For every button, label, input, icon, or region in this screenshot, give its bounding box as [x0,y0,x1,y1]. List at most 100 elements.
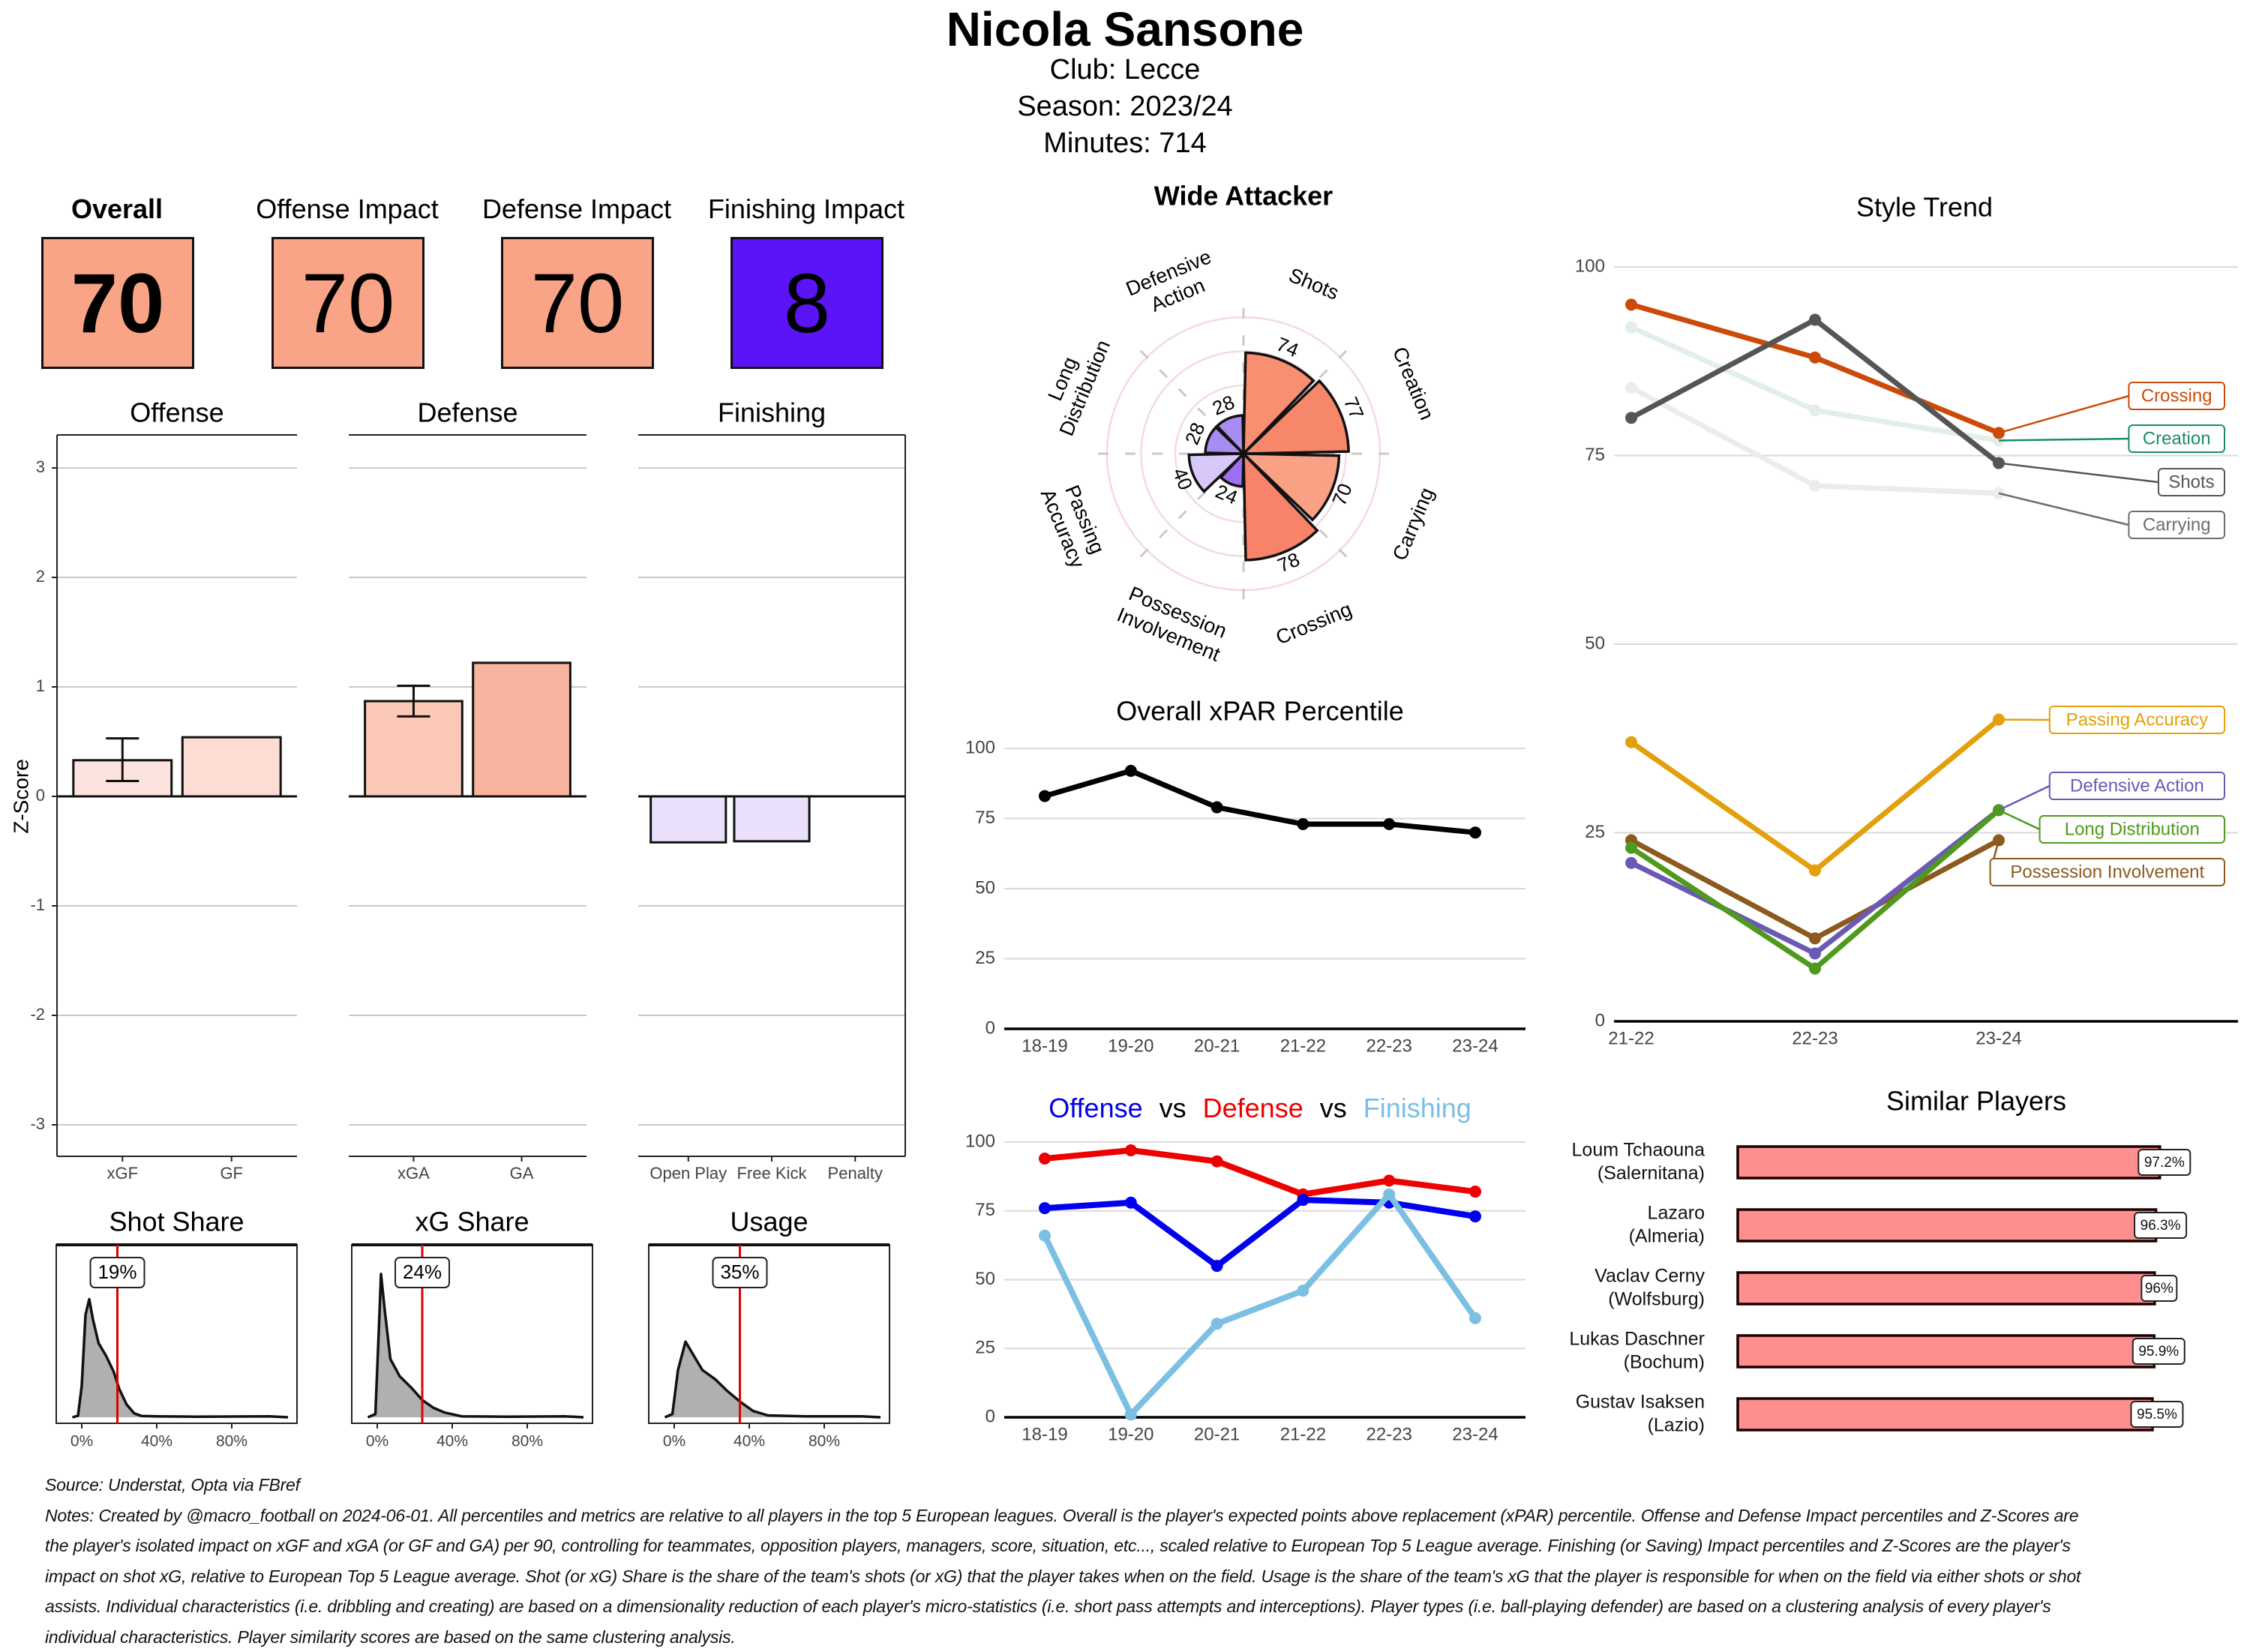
player-club: (Almeria) [1629,1226,1705,1247]
similar-player-row: Gustav Isaksen(Lazio)95.5% [1576,1392,2183,1436]
title-part: Finishing [1364,1093,1472,1123]
y-tick-label: 2 [36,567,45,586]
title-part: Offense [1048,1093,1142,1123]
x-tick-label: 22-23 [1366,1424,1412,1444]
x-tick-label: 23-24 [1452,1036,1498,1056]
similarity-label: 95.5% [2137,1407,2177,1423]
radar-category-label: PossessionInvolvement [1114,581,1233,666]
y-tick-label: -3 [30,1114,45,1133]
player-name: Gustav Isaksen [1576,1392,1705,1413]
radar-category-label-line: Carrying [1388,484,1438,564]
x-tick-label: 0% [366,1433,388,1450]
series-line [1045,771,1475,832]
title-part: Defense [1203,1093,1304,1123]
density-area [73,1300,289,1418]
notes-line: impact on shot xG, relative to European … [45,1561,2220,1592]
series-line [1045,1150,1475,1195]
series-label: Shots [2168,472,2214,492]
data-point [1039,790,1051,802]
panel-title: Shot Share [109,1207,244,1237]
similarity-label: 97.2% [2144,1155,2185,1171]
x-tick-label: 40% [734,1433,765,1450]
y-tick-label: -1 [30,895,45,914]
similarity-bar [1738,1147,2160,1178]
data-point [1809,313,1821,325]
data-point [1809,932,1821,944]
data-point [1625,736,1637,748]
similarity-label: 95.9% [2138,1344,2179,1360]
radar-category-label-line: Creation [1388,343,1438,423]
series-label: Possession Involvement [2010,862,2204,882]
x-tick-label: 80% [808,1433,840,1450]
x-tick-label: GF [220,1164,243,1183]
series-label: Crossing [2141,385,2212,406]
notes-line: assists. Individual characteristics (i.e… [45,1591,2220,1622]
chart-title: Similar Players [1886,1086,2066,1117]
series-line [1045,1195,1475,1415]
series-creation [1625,321,2005,446]
data-point [1125,765,1137,777]
x-tick-label: 23-24 [1452,1424,1498,1444]
similar-player-row: Loum Tchaouna(Salernitana)97.2% [1572,1140,2191,1184]
similarity-label: 96% [2145,1281,2174,1297]
x-tick-label: 20-21 [1194,1424,1240,1444]
y-tick-label: 100 [965,737,995,757]
similar-players-chart: Similar Players Loum Tchaouna(Salernitana… [1569,1086,2190,1436]
data-point [1297,1194,1309,1206]
value-label: 19% [98,1261,136,1283]
y-tick-label: 0 [1595,1010,1605,1030]
data-point [1809,947,1821,959]
data-point [1125,1197,1137,1209]
y-tick-label: 75 [1585,445,1605,465]
series-defense [1039,1144,1481,1201]
data-point [1211,1156,1223,1168]
radar-value-label: 28 [1209,391,1238,420]
bar-open-play [651,796,726,842]
x-tick-label: 22-23 [1792,1028,1838,1048]
radar-value-label: 28 [1180,419,1210,448]
player-name: Lazaro [1648,1203,1705,1224]
panel-title: Finishing [718,397,826,428]
x-tick-label: 19-20 [1108,1036,1154,1056]
similar-player-row: Vaclav Cerny(Wolfsburg)96% [1594,1266,2176,1310]
series-carrying [1625,382,2005,499]
data-point [1297,1285,1309,1297]
radar-category-label: Creation [1388,343,1438,423]
data-point [1383,1174,1395,1186]
bar-free-kick [734,796,809,841]
x-tick-label: 18-19 [1022,1036,1067,1056]
x-tick-label: 22-23 [1366,1036,1412,1056]
x-tick-label: 18-19 [1022,1424,1067,1444]
notes-line: the player's isolated impact on xGF and … [45,1531,2220,1561]
label-connector [1999,786,2050,810]
radar-title: Wide Attacker [1154,181,1333,211]
data-point [1211,1260,1223,1272]
chart-title: Overall xPAR Percentile [1116,696,1403,727]
x-tick-label: xGA [398,1164,430,1183]
y-tick-label: 50 [975,1269,995,1289]
x-tick-label: Penalty [828,1164,883,1183]
y-tick-label: 75 [975,1200,995,1220]
x-tick-label: 80% [216,1433,248,1450]
radar-category-label: Shots [1286,264,1342,304]
series-line [1045,1200,1475,1266]
y-tick-label: 0 [986,1018,995,1038]
data-point [1383,1189,1395,1201]
data-point [1469,1312,1481,1324]
data-point [1809,480,1821,492]
label-connector [1999,463,2158,482]
data-point [1211,1318,1223,1330]
data-point [1211,802,1223,814]
series-line [1631,319,1999,463]
panel-title: xG Share [415,1207,529,1237]
y-axis-label: Z-Score [9,759,32,834]
series-label: Carrying [2143,514,2211,535]
series-line [1631,327,1999,440]
y-tick-label: 50 [1585,633,1605,653]
label-connector [1999,493,2128,525]
y-tick-label: 25 [975,1338,995,1358]
